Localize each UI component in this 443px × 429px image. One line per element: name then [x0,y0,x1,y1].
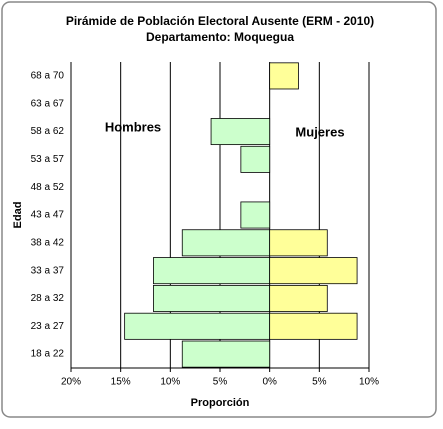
x-tick-label: 10% [359,377,379,388]
bar [269,257,358,285]
y-tick-label: 63 a 67 [31,98,65,109]
y-tick-label: 23 a 27 [31,321,65,332]
x-tick-label: 15% [111,377,131,388]
y-axis-label: Edad [12,202,24,229]
bar [269,62,299,90]
y-tick-label: 58 a 62 [31,126,65,137]
y-tick-label: 68 a 70 [31,71,65,82]
bar [269,312,358,340]
x-tick-label: 0% [262,377,277,388]
chart-title: Pirámide de Población Electoral Ausente … [66,14,374,28]
bar [181,340,271,368]
x-axis-label: Proporción [191,397,250,409]
y-tick-label: 18 a 22 [31,349,65,360]
y-tick-label: 53 a 57 [31,154,65,165]
y-tick-label: 48 a 52 [31,182,65,193]
bar [210,118,271,146]
x-tick-label: 5% [213,377,228,388]
annotation: Hombres [105,119,161,134]
y-tick-label: 43 a 47 [31,210,65,221]
bar [240,201,271,229]
bar [153,284,271,312]
y-tick-label: 28 a 32 [31,293,65,304]
bar [181,229,271,257]
chart-subtitle: Departamento: Moquegua [146,30,294,44]
bar [124,312,271,340]
y-tick-label: 33 a 37 [31,265,65,276]
bar [240,145,271,173]
bar [269,284,328,312]
annotation: Mujeres [295,124,344,139]
y-tick-label: 38 a 42 [31,237,65,248]
x-tick-label: 10% [160,377,180,388]
x-tick-label: 5% [312,377,327,388]
x-tick-label: 20% [61,377,81,388]
bar [269,229,328,257]
bar [153,257,271,285]
